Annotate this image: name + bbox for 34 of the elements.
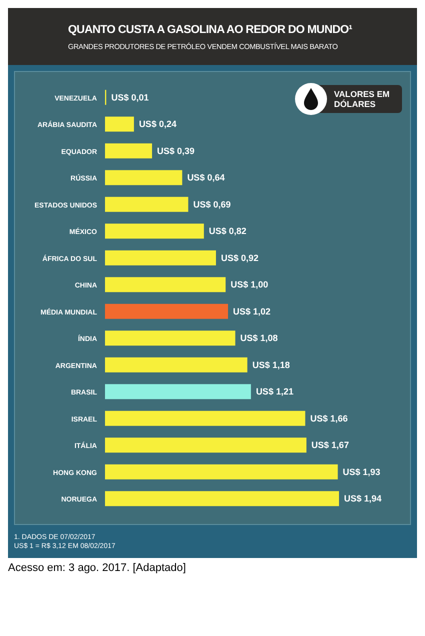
data-label: US$ 0,82 (208, 226, 246, 236)
annotation: VALORES EM DÓLARES (312, 84, 402, 114)
bar (105, 464, 338, 480)
bar (105, 224, 204, 239)
data-label: US$ 1,00 (230, 280, 268, 290)
data-label: US$ 1,02 (233, 306, 271, 316)
bar (105, 438, 306, 453)
bar (105, 304, 228, 319)
bar (105, 170, 182, 186)
data-label: US$ 1,66 (310, 413, 348, 424)
data-label: US$ 0,69 (193, 199, 231, 210)
bar (105, 196, 188, 212)
bar (105, 491, 339, 506)
data-label: US$ 1,08 (240, 333, 278, 344)
bar (105, 277, 226, 292)
bar (105, 143, 152, 158)
data-label: US$ 1,67 (311, 440, 349, 450)
text: Acesso em: 3 ago. 2017. [Adaptado] (8, 562, 187, 574)
chart-title: QUANTO CUSTA A GASOLINA AO REDOR DO MUNDO¹ (68, 24, 354, 36)
bar (105, 410, 306, 426)
bar (105, 116, 134, 132)
data-label: US$ 0,39 (157, 146, 195, 156)
data-label: US$ 0,24 (138, 119, 176, 130)
bar (105, 384, 251, 400)
data-label: US$ 0,64 (187, 172, 225, 183)
data-label: US$ 0,92 (220, 252, 258, 263)
data-label: US$ 0,01 (111, 92, 149, 102)
data-label: US$ 1,94 (344, 494, 382, 504)
data-label: US$ 1,21 (256, 386, 294, 397)
data-label: US$ 1,18 (252, 360, 290, 370)
data-label: US$ 1,93 (342, 466, 380, 477)
bar (105, 357, 248, 372)
bar (105, 250, 216, 266)
bar (105, 330, 236, 346)
